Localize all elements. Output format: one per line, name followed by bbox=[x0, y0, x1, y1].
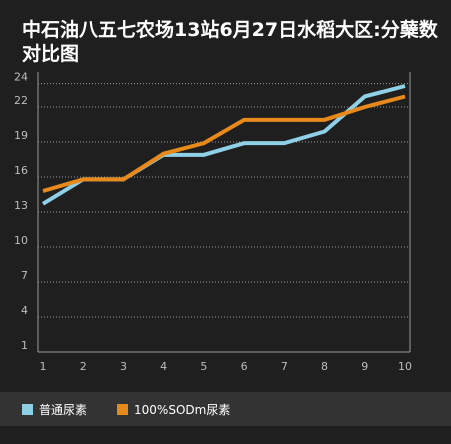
y-tick-label-13: 13 bbox=[14, 199, 28, 212]
x-tick-label-6: 6 bbox=[241, 360, 248, 373]
x-tick-label-5: 5 bbox=[200, 360, 207, 373]
legend-swatch-series-1 bbox=[22, 403, 33, 415]
legend-label-series-1: 普通尿素 bbox=[39, 402, 88, 417]
x-tick-label-9: 9 bbox=[361, 360, 368, 373]
x-tick-label-4: 4 bbox=[160, 360, 167, 373]
x-tick-label-10: 10 bbox=[398, 360, 412, 373]
y-tick-label-7: 7 bbox=[21, 269, 28, 282]
y-tick-label-19: 19 bbox=[14, 129, 28, 142]
legend-item-series-2[interactable]: 100%SODm尿素 bbox=[117, 401, 230, 418]
x-tick-label-8: 8 bbox=[321, 360, 328, 373]
x-tick-label-1: 1 bbox=[40, 360, 47, 373]
legend-label-series-2: 100%SODm尿素 bbox=[134, 402, 231, 417]
series-lines bbox=[41, 84, 406, 206]
legend-item-series-1[interactable]: 普通尿素 bbox=[22, 401, 87, 418]
x-tick-label-3: 3 bbox=[120, 360, 127, 373]
x-tick-label-2: 2 bbox=[80, 360, 87, 373]
y-tick-label-16: 16 bbox=[14, 164, 28, 177]
gridlines bbox=[38, 83, 410, 353]
x-tick-label-7: 7 bbox=[281, 360, 288, 373]
legend-swatch-series-2 bbox=[117, 403, 129, 415]
y-tick-label-24: 24 bbox=[14, 71, 28, 84]
y-tick-label-4: 4 bbox=[21, 304, 28, 317]
chart-title: 中石油八五七农场13站6月27日水稻大区:分蘖数对比图 bbox=[22, 19, 438, 65]
y-tick-label-1: 1 bbox=[21, 339, 28, 352]
x-tick-labels: 1 2 3 4 5 6 7 8 9 10 bbox=[40, 360, 413, 373]
y-tick-labels: 1 4 7 10 13 16 19 22 24 bbox=[14, 71, 28, 352]
legend: 普通尿素 100%SODm尿素 bbox=[0, 392, 451, 426]
y-tick-label-10: 10 bbox=[14, 234, 28, 247]
series-line-2 bbox=[42, 94, 406, 193]
axes bbox=[37, 72, 411, 353]
y-tick-label-22: 22 bbox=[14, 94, 28, 107]
series-line-1 bbox=[41, 84, 406, 206]
